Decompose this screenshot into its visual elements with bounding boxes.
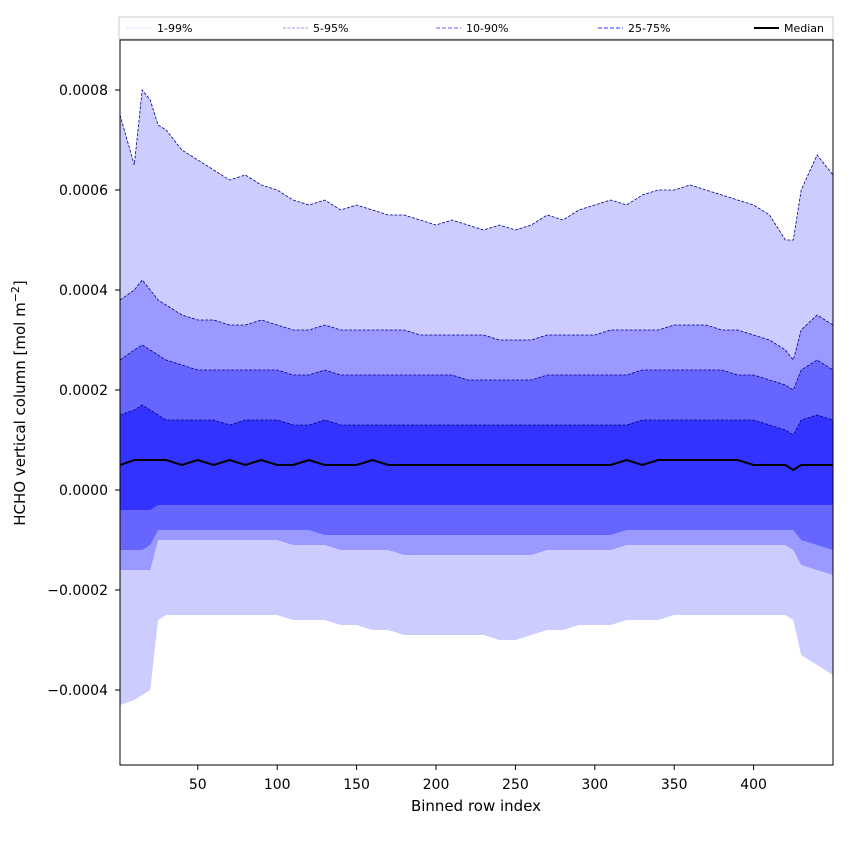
y-tick-label: 0.0004 [59, 283, 108, 299]
y-axis-label-main: HCHO vertical column [mol m [11, 302, 29, 525]
legend-label: 1-99% [157, 22, 192, 35]
legend-label: 25-75% [628, 22, 670, 35]
x-tick-label: 350 [661, 777, 688, 793]
y-axis-label: HCHO vertical column [mol m−2] [9, 280, 29, 526]
x-axis-label: Binned row index [411, 797, 541, 815]
x-tick-label: 200 [423, 777, 450, 793]
y-tick-label: −0.0002 [47, 583, 108, 599]
y-tick-label: −0.0004 [47, 683, 108, 699]
y-axis-label-superscript: −2 [9, 286, 22, 302]
x-axis-ticks: 50 100 150 200 250 300 350 400 [189, 765, 767, 793]
x-tick-label: 100 [264, 777, 291, 793]
upper-line-5-95 [120, 279, 833, 361]
x-tick-label: 150 [343, 777, 370, 793]
percentile-bands [120, 90, 833, 705]
legend-label: 5-95% [313, 22, 348, 35]
legend-label: 10-90% [466, 22, 508, 35]
x-tick-label: 250 [502, 777, 529, 793]
y-tick-label: 0.0006 [59, 183, 108, 199]
upper-line-25-75 [120, 404, 833, 436]
plot-frame [119, 39, 834, 766]
x-tick-label: 400 [740, 777, 767, 793]
x-tick-label: 300 [581, 777, 608, 793]
series-lines [120, 88, 833, 472]
y-axis-ticks: −0.0004 −0.0002 0.0000 0.0002 0.0004 0.0006 0.… [47, 83, 120, 699]
upper-line-10-90 [120, 344, 833, 391]
legend-box [118, 16, 834, 40]
legend-items: 1-99% 5-95% 10-90% 25-75% Median [127, 22, 824, 35]
x-tick-label: 50 [189, 777, 207, 793]
median-line [120, 458, 833, 472]
band-25-75 [120, 405, 833, 510]
y-tick-label: 0.0000 [59, 483, 108, 499]
legend: 1-99% 5-95% 10-90% 25-75% Median [118, 16, 834, 40]
y-tick-label: 0.0008 [59, 83, 108, 99]
y-tick-label: 0.0002 [59, 383, 108, 399]
legend-label: Median [784, 22, 824, 35]
upper-line-1-99 [120, 88, 833, 241]
y-axis-label-close: ] [11, 280, 29, 286]
